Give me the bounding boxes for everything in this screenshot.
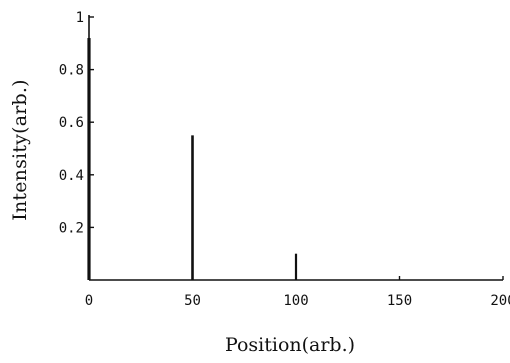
y-tick-label: 0.8 [59,63,84,79]
x-tick-label: 200 [490,293,510,309]
y-tick-label: 0.2 [59,220,84,236]
peak-bar [294,253,298,280]
y-tick-label: 1 [76,10,84,26]
x-axis-title: Position(arb.) [224,334,356,356]
peak-bar [87,38,91,280]
x-tick-label: 0 [85,293,93,309]
y-tick-label: 0.6 [59,115,84,131]
y-axis-title: Intensity(arb.) [9,79,31,221]
x-tick-label: 150 [387,293,412,309]
y-tick-label: 0.4 [59,168,84,184]
x-tick-label: 100 [283,293,308,309]
x-tick-label: 50 [184,293,201,309]
peak-bar [191,135,194,280]
